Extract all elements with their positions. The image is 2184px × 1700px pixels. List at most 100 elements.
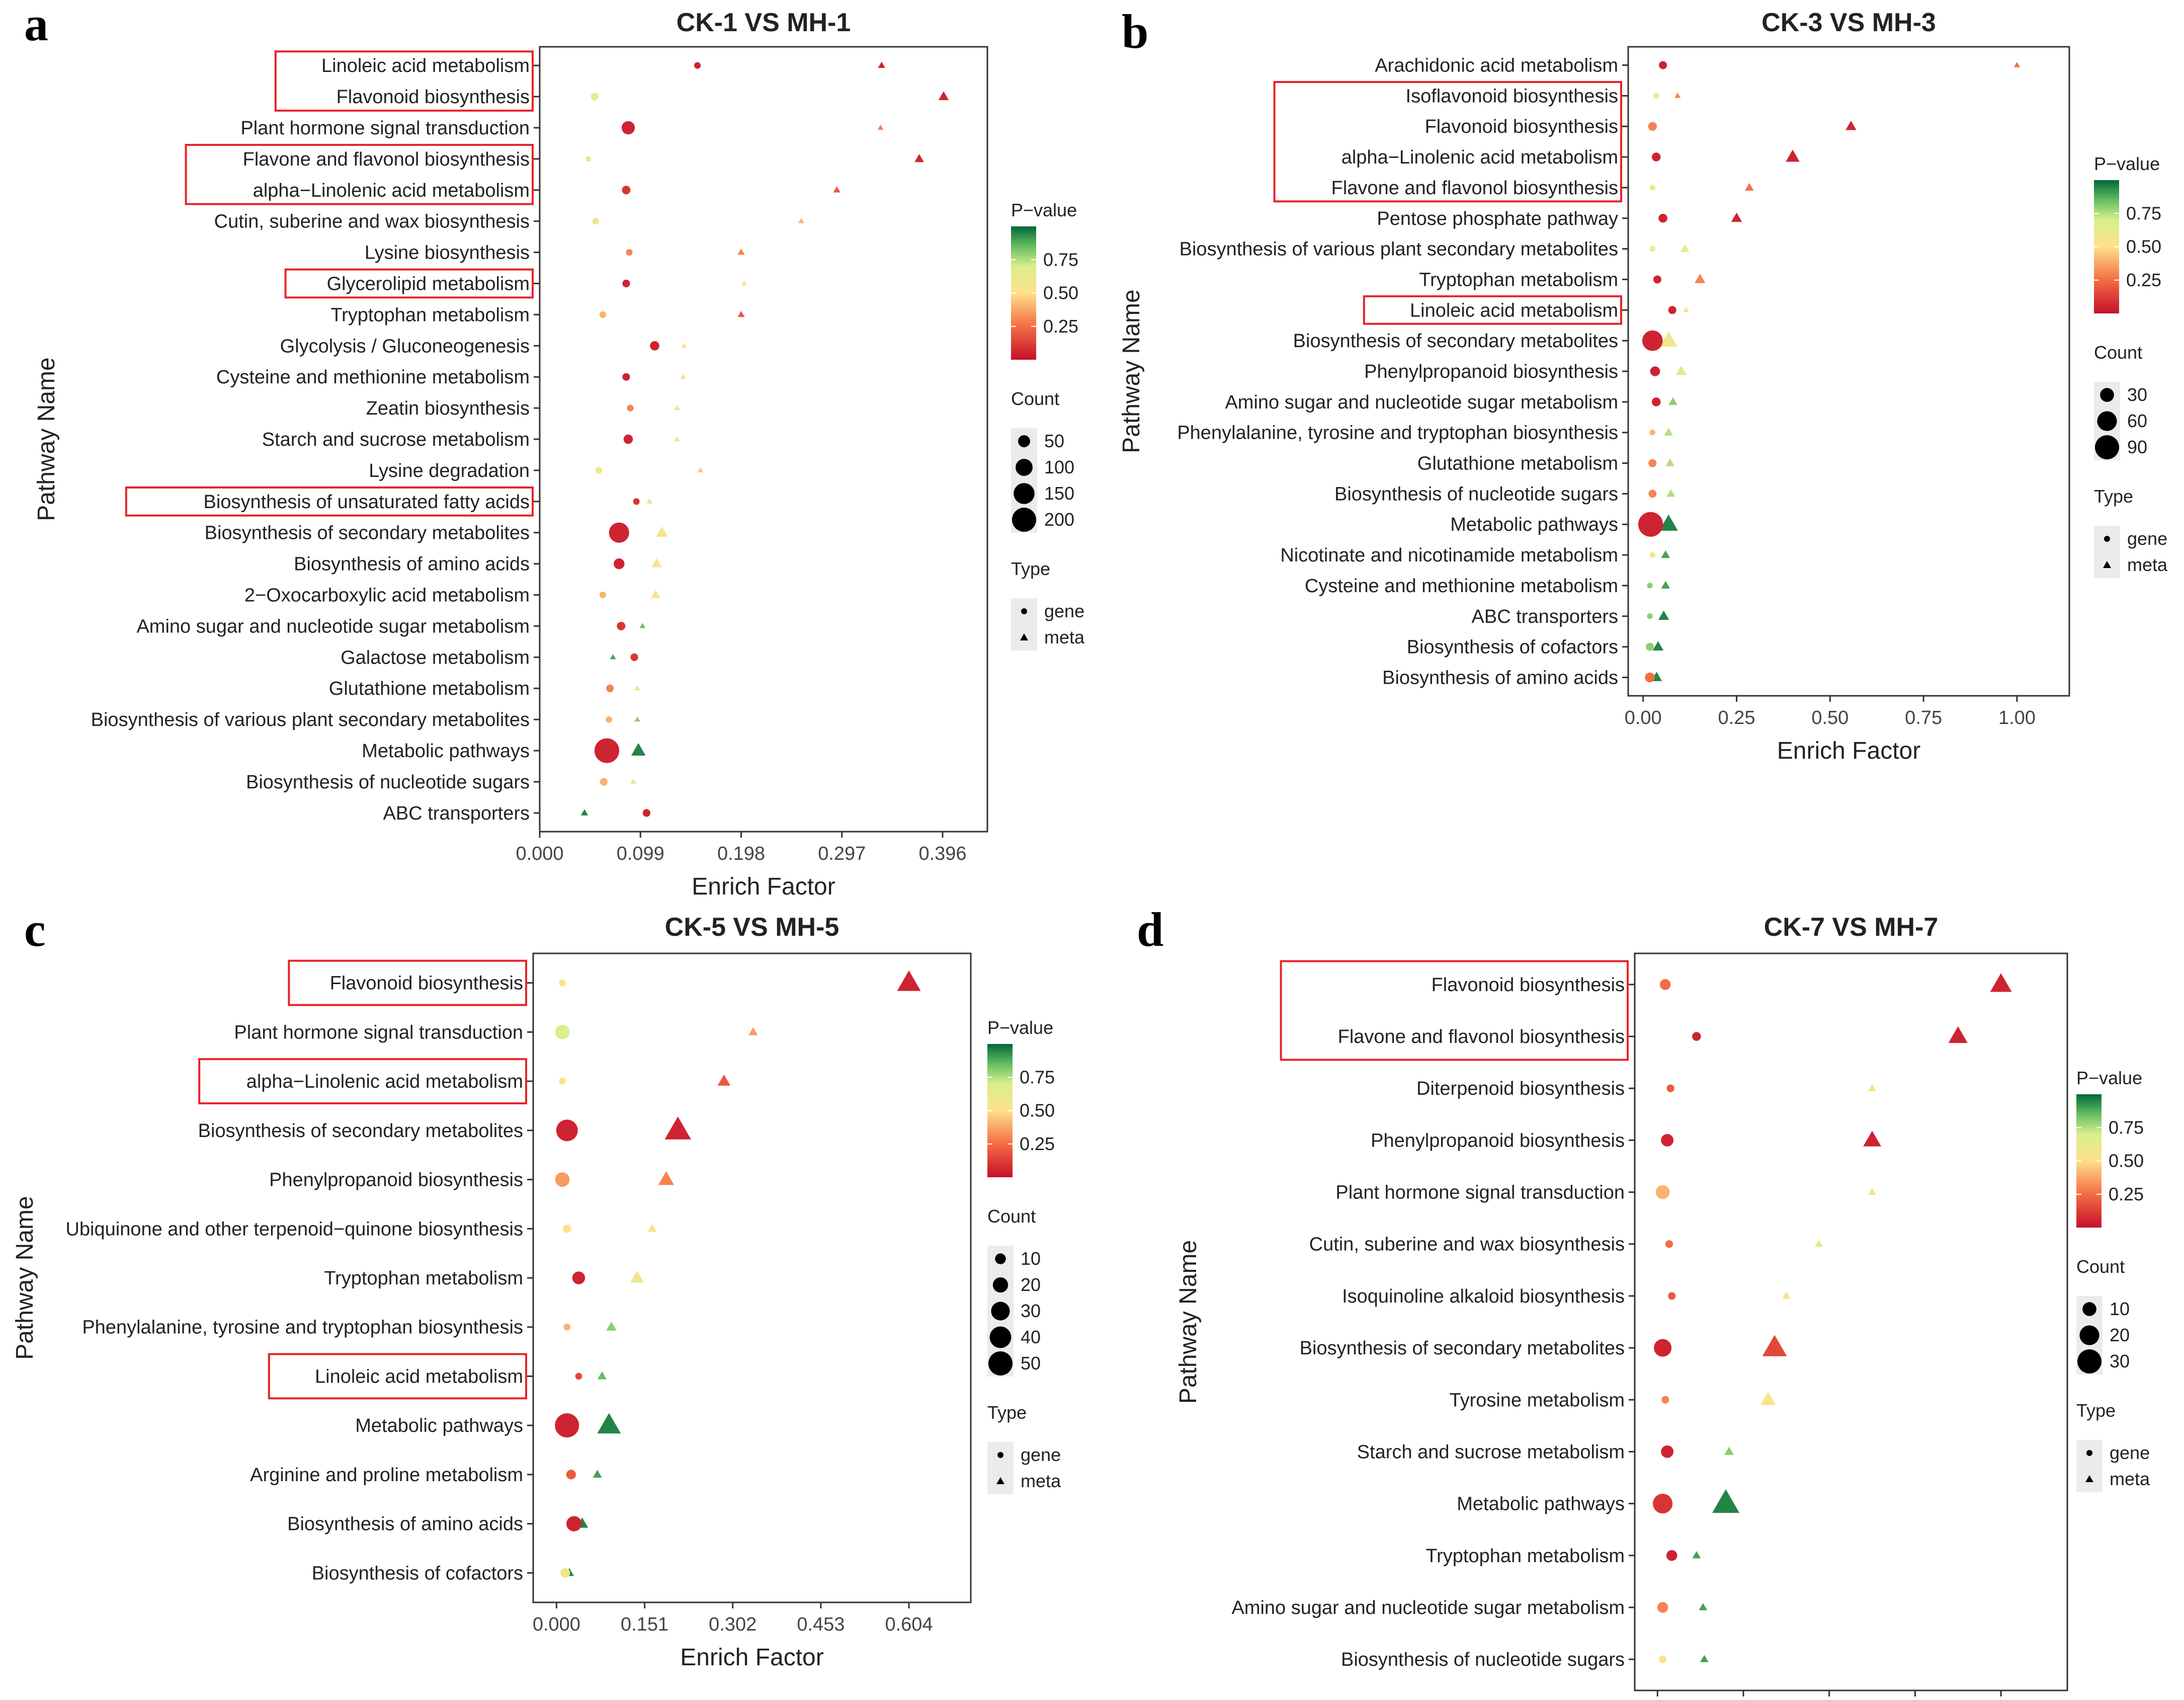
meta-point [580, 809, 589, 816]
meta-point [737, 249, 745, 255]
meta-point [697, 467, 704, 472]
colorbar-label: 0.75 [1020, 1067, 1055, 1087]
meta-point [646, 498, 653, 504]
meta-point [630, 778, 636, 784]
y-tick-label: Tryptophan metabolism [324, 1268, 523, 1289]
meta-point [1659, 331, 1677, 347]
gene-point [1668, 1292, 1676, 1300]
highlight-box [274, 50, 534, 112]
y-tick-label: ABC transporters [383, 803, 530, 824]
gene-point [555, 1024, 570, 1039]
y-tick-label: Metabolic pathways [355, 1415, 523, 1436]
meta-point [1659, 514, 1678, 531]
y-tick-label: Starch and sucrose metabolism [1357, 1441, 1625, 1463]
gene-point [563, 1323, 571, 1331]
meta-point [1948, 1026, 1968, 1043]
gene-point [630, 653, 638, 661]
y-tick-label: Flavonoid biosynthesis [1432, 975, 1625, 996]
colorbar-label: 0.50 [2109, 1151, 2144, 1171]
count-key-label: 10 [1021, 1248, 1041, 1269]
count-legend-title: Count [1011, 388, 1059, 409]
count-key-label: 60 [2127, 411, 2147, 431]
y-tick-label: Arginine and proline metabolism [250, 1465, 523, 1486]
meta-point [658, 1171, 675, 1185]
count-key-circle [1012, 508, 1036, 532]
count-key-circle [2079, 1325, 2099, 1345]
pvalue-legend-title: P−value [1011, 200, 1077, 220]
y-tick-label: Nicotinate and nicotinamide metabolism [1280, 545, 1618, 566]
y-tick-label: Isoflavonoid biosynthesis [1406, 86, 1618, 107]
type-key-circle [2104, 536, 2110, 542]
y-tick-label: Diterpenoid biosynthesis [1416, 1078, 1625, 1099]
count-key-label: 40 [1021, 1327, 1041, 1347]
count-key-label: 20 [2110, 1325, 2130, 1345]
y-tick-label: Biosynthesis of secondary metabolites [1293, 331, 1618, 352]
gene-point [1660, 979, 1671, 990]
gene-point [1659, 1655, 1667, 1663]
panel-letter: d [1137, 903, 1163, 956]
gene-point [1638, 512, 1663, 537]
pvalue-legend-title: P−value [987, 1017, 1053, 1038]
legend: P−value 0.75 0.50 0.25 Count 30 60 90 Type gene me… [2094, 153, 2168, 578]
gene-point [1649, 552, 1655, 558]
gene-point [621, 121, 635, 135]
x-tick-label: 0.000 [516, 843, 563, 864]
y-tick-label: alpha−Linolenic acid metabolism [253, 180, 530, 201]
type-key-label: meta [1021, 1471, 1061, 1491]
gene-point [694, 62, 701, 69]
count-key-label: 90 [2127, 437, 2147, 457]
y-tick-label: Glycolysis / Gluconeogenesis [280, 336, 530, 357]
type-legend-title: Type [2076, 1400, 2116, 1421]
count-key-circle [2097, 411, 2117, 431]
count-key-circle [995, 1253, 1006, 1264]
colorbar-label: 0.75 [2126, 203, 2161, 223]
gene-point [1648, 490, 1657, 498]
type-legend-title: Type [1011, 558, 1050, 579]
count-key-label: 100 [1044, 457, 1074, 477]
x-tick-label: 1.00 [1998, 707, 2036, 728]
meta-point [1814, 1240, 1823, 1247]
x-axis-title: Enrich Factor [1777, 738, 1920, 764]
colorbar-label: 0.50 [2126, 236, 2161, 257]
highlight-box [198, 1058, 527, 1105]
y-axis-title: Pathway Name [1118, 289, 1145, 453]
meta-point [631, 743, 646, 756]
highlight-box [268, 1353, 527, 1400]
y-tick-label: Biosynthesis of amino acids [287, 1514, 523, 1535]
gene-point [585, 156, 592, 162]
meta-point [833, 186, 841, 193]
gene-point [627, 404, 634, 412]
x-tick-label: 0.297 [818, 843, 866, 864]
gene-point [566, 1470, 576, 1480]
y-tick-label: Amino sugar and nucleotide sugar metabol… [1225, 392, 1618, 413]
count-key-label: 10 [2110, 1299, 2130, 1319]
y-tick-label: alpha−Linolenic acid metabolism [1341, 147, 1618, 168]
plot-frame [1627, 46, 2070, 697]
type-key-triangle [996, 1477, 1004, 1484]
y-tick-label: Phenylalanine, tyrosine and tryptophan b… [82, 1317, 523, 1338]
legend: P−value 0.75 0.50 0.25 Count 50 100 150 200 Type g… [1011, 200, 1085, 651]
y-axis-title: Pathway Name [1175, 1240, 1202, 1404]
x-axis-title: Enrich Factor [692, 873, 835, 900]
type-key-label: meta [2127, 554, 2168, 575]
y-tick-label: Tryptophan metabolism [1425, 1546, 1625, 1567]
meta-point [639, 623, 646, 628]
chart-title: CK-7 VS MH-7 [1764, 913, 1939, 942]
colorbar-label: 0.50 [1020, 1100, 1055, 1121]
y-tick-label: Tryptophan metabolism [330, 304, 530, 326]
panel-letter: c [24, 903, 46, 956]
meta-point [610, 654, 616, 660]
meta-point [634, 716, 641, 722]
y-tick-label: Phenylpropanoid biosynthesis [269, 1170, 523, 1191]
plot-frame [539, 46, 988, 833]
y-tick-label: Biosynthesis of secondary metabolites [198, 1120, 523, 1142]
meta-point [1661, 581, 1670, 589]
meta-point [1681, 244, 1690, 252]
type-key-triangle [2103, 561, 2111, 568]
meta-point [1845, 120, 1857, 130]
count-key-label: 30 [2127, 384, 2147, 405]
gene-point [1647, 613, 1653, 619]
gene-point [650, 341, 659, 351]
y-tick-label: Biosynthesis of secondary metabolites [205, 523, 530, 544]
